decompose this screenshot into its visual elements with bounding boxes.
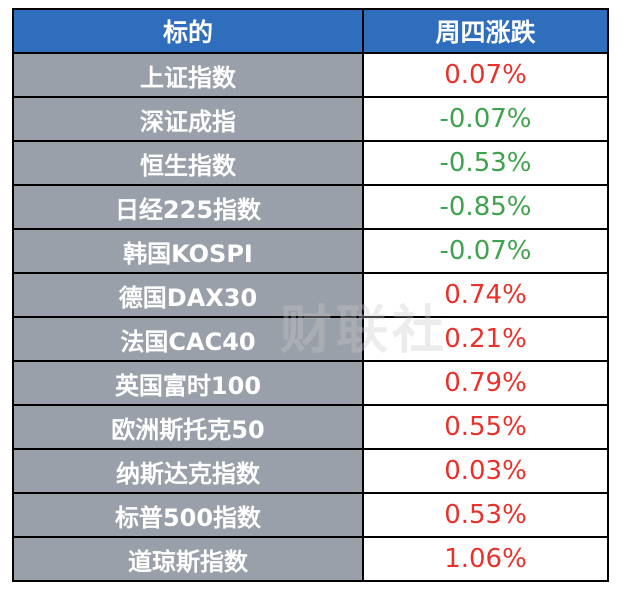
header-thursday-change: 周四涨跌 [362,8,609,54]
index-name: 纳斯达克指数 [12,448,364,494]
table-row: 恒生指数 -0.53% [12,140,609,186]
index-change: 0.74% [362,272,609,318]
index-change: 0.79% [362,360,609,406]
index-name: 上证指数 [12,52,364,98]
index-name: 深证成指 [12,96,364,142]
index-name: 日经225指数 [12,184,364,230]
header-row: 标的 周四涨跌 [12,8,609,54]
table-row: 上证指数 0.07% [12,52,609,98]
table-row: 德国DAX30 0.74% [12,272,609,318]
index-change: 0.07% [362,52,609,98]
table-row: 法国CAC40 0.21% [12,316,609,362]
table-row: 韩国KOSPI -0.07% [12,228,609,274]
table-row: 深证成指 -0.07% [12,96,609,142]
index-change-table: 标的 周四涨跌 上证指数 0.07% 深证成指 -0.07% 恒生指数 -0.53% 日经2… [12,8,609,582]
header-target: 标的 [12,8,364,54]
index-name: 德国DAX30 [12,272,364,318]
table-row: 道琼斯指数 1.06% [12,536,609,582]
index-change: 0.03% [362,448,609,494]
index-change: -0.53% [362,140,609,186]
index-change: 0.55% [362,404,609,450]
index-name: 标普500指数 [12,492,364,538]
index-name: 欧洲斯托克50 [12,404,364,450]
index-name: 道琼斯指数 [12,536,364,582]
index-change: 0.21% [362,316,609,362]
index-change: -0.85% [362,184,609,230]
index-name: 恒生指数 [12,140,364,186]
index-change: 1.06% [362,536,609,582]
index-name: 英国富时100 [12,360,364,406]
table-row: 欧洲斯托克50 0.55% [12,404,609,450]
index-name: 法国CAC40 [12,316,364,362]
table-row: 英国富时100 0.79% [12,360,609,406]
index-change: -0.07% [362,228,609,274]
table-row: 日经225指数 -0.85% [12,184,609,230]
table-row: 标普500指数 0.53% [12,492,609,538]
index-change: -0.07% [362,96,609,142]
index-change: 0.53% [362,492,609,538]
table-row: 纳斯达克指数 0.03% [12,448,609,494]
index-name: 韩国KOSPI [12,228,364,274]
